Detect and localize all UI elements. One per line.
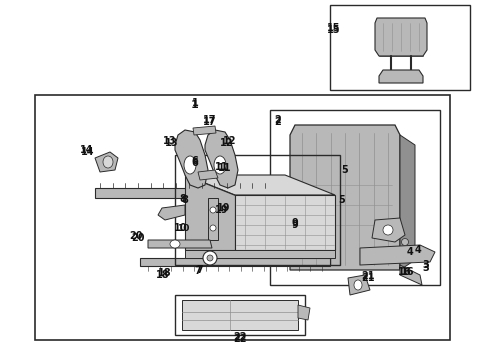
Text: 17: 17: [203, 117, 217, 127]
Text: 2: 2: [274, 117, 281, 127]
Polygon shape: [298, 305, 310, 320]
Ellipse shape: [210, 207, 216, 213]
Polygon shape: [148, 240, 212, 248]
Bar: [270, 110, 440, 285]
Text: 9: 9: [292, 218, 298, 228]
Text: 11: 11: [215, 162, 229, 172]
Text: 18: 18: [156, 270, 170, 280]
Ellipse shape: [103, 156, 113, 168]
Text: 22: 22: [233, 332, 247, 342]
Ellipse shape: [354, 280, 362, 290]
Text: 4: 4: [407, 247, 414, 257]
Polygon shape: [193, 126, 216, 135]
Text: 14: 14: [80, 145, 94, 155]
Ellipse shape: [401, 239, 409, 246]
Polygon shape: [185, 175, 335, 195]
Polygon shape: [372, 218, 405, 242]
Polygon shape: [360, 245, 435, 265]
Polygon shape: [185, 250, 335, 258]
Text: 20: 20: [129, 231, 143, 241]
Text: 20: 20: [131, 233, 145, 243]
Polygon shape: [95, 152, 118, 172]
Text: 7: 7: [195, 266, 201, 276]
Text: 10: 10: [174, 223, 188, 233]
Polygon shape: [140, 258, 330, 266]
Polygon shape: [400, 135, 415, 270]
Text: 21: 21: [361, 271, 375, 281]
Text: 5: 5: [342, 165, 348, 175]
Polygon shape: [290, 125, 400, 270]
Polygon shape: [185, 175, 235, 250]
Text: 15: 15: [327, 23, 341, 33]
Polygon shape: [198, 170, 218, 180]
Ellipse shape: [214, 156, 226, 174]
Polygon shape: [158, 205, 185, 220]
Polygon shape: [205, 130, 238, 188]
Text: 17: 17: [203, 115, 217, 125]
Polygon shape: [379, 70, 423, 83]
Text: 16: 16: [401, 267, 415, 277]
Text: 12: 12: [223, 136, 237, 146]
Ellipse shape: [203, 251, 217, 265]
Bar: [35, 95, 450, 340]
Text: 7: 7: [196, 265, 203, 275]
Text: 15: 15: [327, 25, 341, 35]
Polygon shape: [348, 275, 370, 295]
Bar: [175, 295, 305, 335]
Text: 1: 1: [192, 98, 198, 108]
Text: 18: 18: [158, 268, 172, 278]
Polygon shape: [175, 130, 208, 188]
Text: 1: 1: [191, 100, 199, 110]
Ellipse shape: [170, 240, 180, 248]
Text: 16: 16: [398, 267, 412, 277]
Text: 21: 21: [361, 273, 375, 283]
Polygon shape: [208, 198, 218, 240]
Ellipse shape: [210, 225, 216, 231]
Text: 6: 6: [192, 156, 198, 166]
Text: 9: 9: [292, 220, 298, 230]
Text: 4: 4: [415, 245, 421, 255]
Text: 3: 3: [422, 263, 429, 273]
Bar: [330, 5, 470, 90]
Text: 8: 8: [179, 194, 186, 204]
Text: 22: 22: [233, 334, 247, 344]
Text: 6: 6: [192, 158, 198, 168]
Polygon shape: [95, 188, 270, 198]
Text: 11: 11: [218, 163, 232, 173]
Ellipse shape: [184, 156, 196, 174]
Text: 19: 19: [217, 203, 231, 213]
Text: 2: 2: [274, 115, 281, 125]
Text: 13: 13: [165, 138, 179, 148]
Text: 3: 3: [422, 260, 429, 270]
Ellipse shape: [207, 255, 213, 261]
Text: 14: 14: [81, 147, 95, 157]
Text: 8: 8: [182, 195, 189, 205]
Text: 19: 19: [215, 205, 229, 215]
Text: 10: 10: [177, 224, 189, 233]
Text: 5: 5: [339, 195, 345, 205]
Bar: [175, 155, 340, 265]
Text: 12: 12: [220, 138, 234, 148]
Text: 13: 13: [163, 136, 177, 146]
Polygon shape: [400, 265, 422, 285]
Polygon shape: [235, 195, 335, 250]
Polygon shape: [375, 18, 427, 56]
Polygon shape: [182, 300, 298, 330]
Ellipse shape: [383, 225, 393, 235]
